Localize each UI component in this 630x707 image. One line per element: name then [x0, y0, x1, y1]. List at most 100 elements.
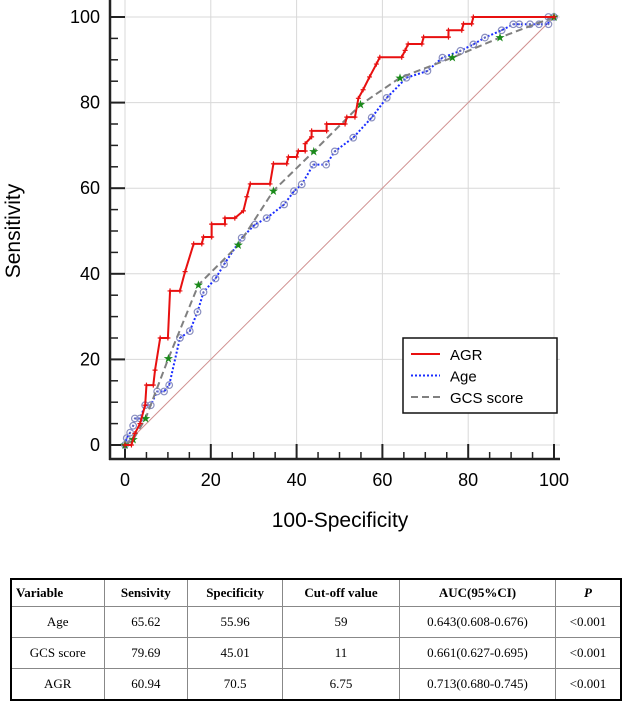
- data-point-agr: [177, 288, 183, 294]
- data-point-gcs: ★: [268, 184, 279, 198]
- data-point-age-center: [202, 291, 205, 294]
- data-point-agr: [360, 87, 366, 93]
- results-table: Variable Sensivity Specificity Cut-off v…: [10, 578, 622, 701]
- data-point-age: [220, 260, 228, 269]
- data-point-agr: [209, 221, 215, 227]
- data-point-age: [165, 381, 174, 389]
- data-point-age-center: [441, 56, 444, 59]
- data-point-age-center: [483, 36, 486, 39]
- data-point-age: [130, 414, 139, 423]
- data-point-age-center: [370, 116, 373, 119]
- data-point-agr: [201, 234, 207, 240]
- data-point-gcs: ★: [193, 278, 204, 292]
- data-point-agr: [240, 208, 246, 214]
- series-line-gcs-score: [124, 16, 555, 446]
- data-point-agr: [421, 34, 427, 40]
- data-point-agr: [142, 402, 148, 408]
- data-point-age-center: [405, 76, 408, 79]
- data-point-agr: [355, 95, 361, 101]
- data-point-agr: [267, 181, 273, 187]
- x-tick-label: 80: [458, 470, 478, 490]
- data-point-agr: [152, 367, 158, 373]
- data-point-agr: [244, 194, 250, 200]
- y-tick-label: 60: [80, 178, 100, 198]
- data-point-agr: [302, 148, 308, 154]
- data-point-gcs: ★: [308, 144, 319, 158]
- data-point-age-center: [426, 69, 429, 72]
- data-point-agr: [470, 14, 476, 20]
- data-point-age: [535, 20, 543, 29]
- x-tick-label: 20: [201, 470, 221, 490]
- data-point-age: [544, 20, 553, 29]
- data-point-agr: [309, 128, 315, 134]
- data-point-agr: [137, 421, 143, 427]
- data-point-age: [309, 160, 318, 169]
- data-point-agr: [459, 27, 465, 33]
- y-axis-title: Sensitivity: [2, 183, 25, 278]
- data-point-age-center: [223, 263, 226, 266]
- data-point-agr: [222, 215, 228, 221]
- cell: 79.69: [103, 637, 189, 669]
- data-point-agr: [460, 21, 466, 27]
- data-point-age: [330, 147, 339, 156]
- data-point-agr: [132, 430, 138, 436]
- reference-line: [124, 16, 555, 446]
- y-tick-label: 40: [80, 264, 100, 284]
- data-point-age: [469, 40, 478, 49]
- data-point-agr: [367, 74, 373, 80]
- data-point-age-center: [512, 23, 515, 26]
- data-point-age-center: [312, 163, 315, 166]
- cell: 70.5: [187, 668, 284, 701]
- data-point-gcs: ★: [447, 51, 458, 65]
- data-point-agr: [402, 47, 408, 53]
- data-point-age-center: [325, 163, 328, 166]
- y-tick-label: 80: [80, 93, 100, 113]
- data-point-age: [122, 434, 131, 443]
- data-point-age: [526, 20, 534, 29]
- header-cutoff: Cut-off value: [282, 578, 400, 607]
- data-point-agr: [445, 27, 451, 33]
- data-point-gcs: ★: [233, 238, 244, 252]
- table-header-row: Variable Sensivity Specificity Cut-off v…: [10, 578, 622, 607]
- data-point-gcs: ★: [495, 31, 506, 45]
- data-point-age: [185, 327, 194, 336]
- data-point-age-center: [188, 330, 191, 333]
- cell: 0.713(0.680-0.745): [398, 668, 556, 701]
- data-point-age: [349, 133, 358, 142]
- data-point-age-center: [125, 437, 128, 440]
- data-point-agr: [167, 288, 173, 294]
- cell: 55.96: [187, 606, 284, 638]
- data-point-age-center: [265, 217, 268, 220]
- cell: GCS score: [10, 637, 105, 669]
- legend-label: Age: [450, 369, 477, 386]
- data-point-age-center: [333, 150, 336, 153]
- data-point-agr: [232, 215, 238, 221]
- data-point-age: [438, 53, 447, 62]
- data-point-agr: [295, 148, 301, 154]
- data-point-gcs: ★: [395, 71, 406, 85]
- data-point-gcs: ★: [355, 98, 366, 112]
- data-point-age: [199, 288, 208, 297]
- data-point-age-center: [352, 136, 355, 139]
- data-point-agr: [469, 21, 475, 27]
- x-tick-label: 40: [287, 470, 307, 490]
- data-point-age-center: [178, 337, 181, 339]
- cell: 45.01: [187, 637, 284, 669]
- data-point-age: [176, 334, 184, 342]
- cell: 6.75: [282, 668, 400, 701]
- y-tick-label: 0: [90, 435, 100, 455]
- table-row: GCS score 79.69 45.01 11 0.661(0.627-0.695) <…: [10, 637, 622, 669]
- data-point-age: [497, 26, 506, 35]
- data-point-agr: [309, 134, 315, 140]
- data-point-age: [515, 20, 524, 29]
- data-point-agr: [222, 221, 228, 227]
- data-point-agr: [302, 141, 308, 147]
- data-point-agr: [551, 14, 557, 20]
- data-point-age-center: [459, 49, 462, 52]
- cell: 59: [282, 606, 400, 638]
- data-point-age-center: [385, 96, 388, 99]
- data-point-agr: [143, 382, 149, 388]
- legend-label: AGR: [450, 347, 483, 364]
- cell: <0.001: [554, 668, 622, 701]
- data-point-age-center: [283, 203, 286, 206]
